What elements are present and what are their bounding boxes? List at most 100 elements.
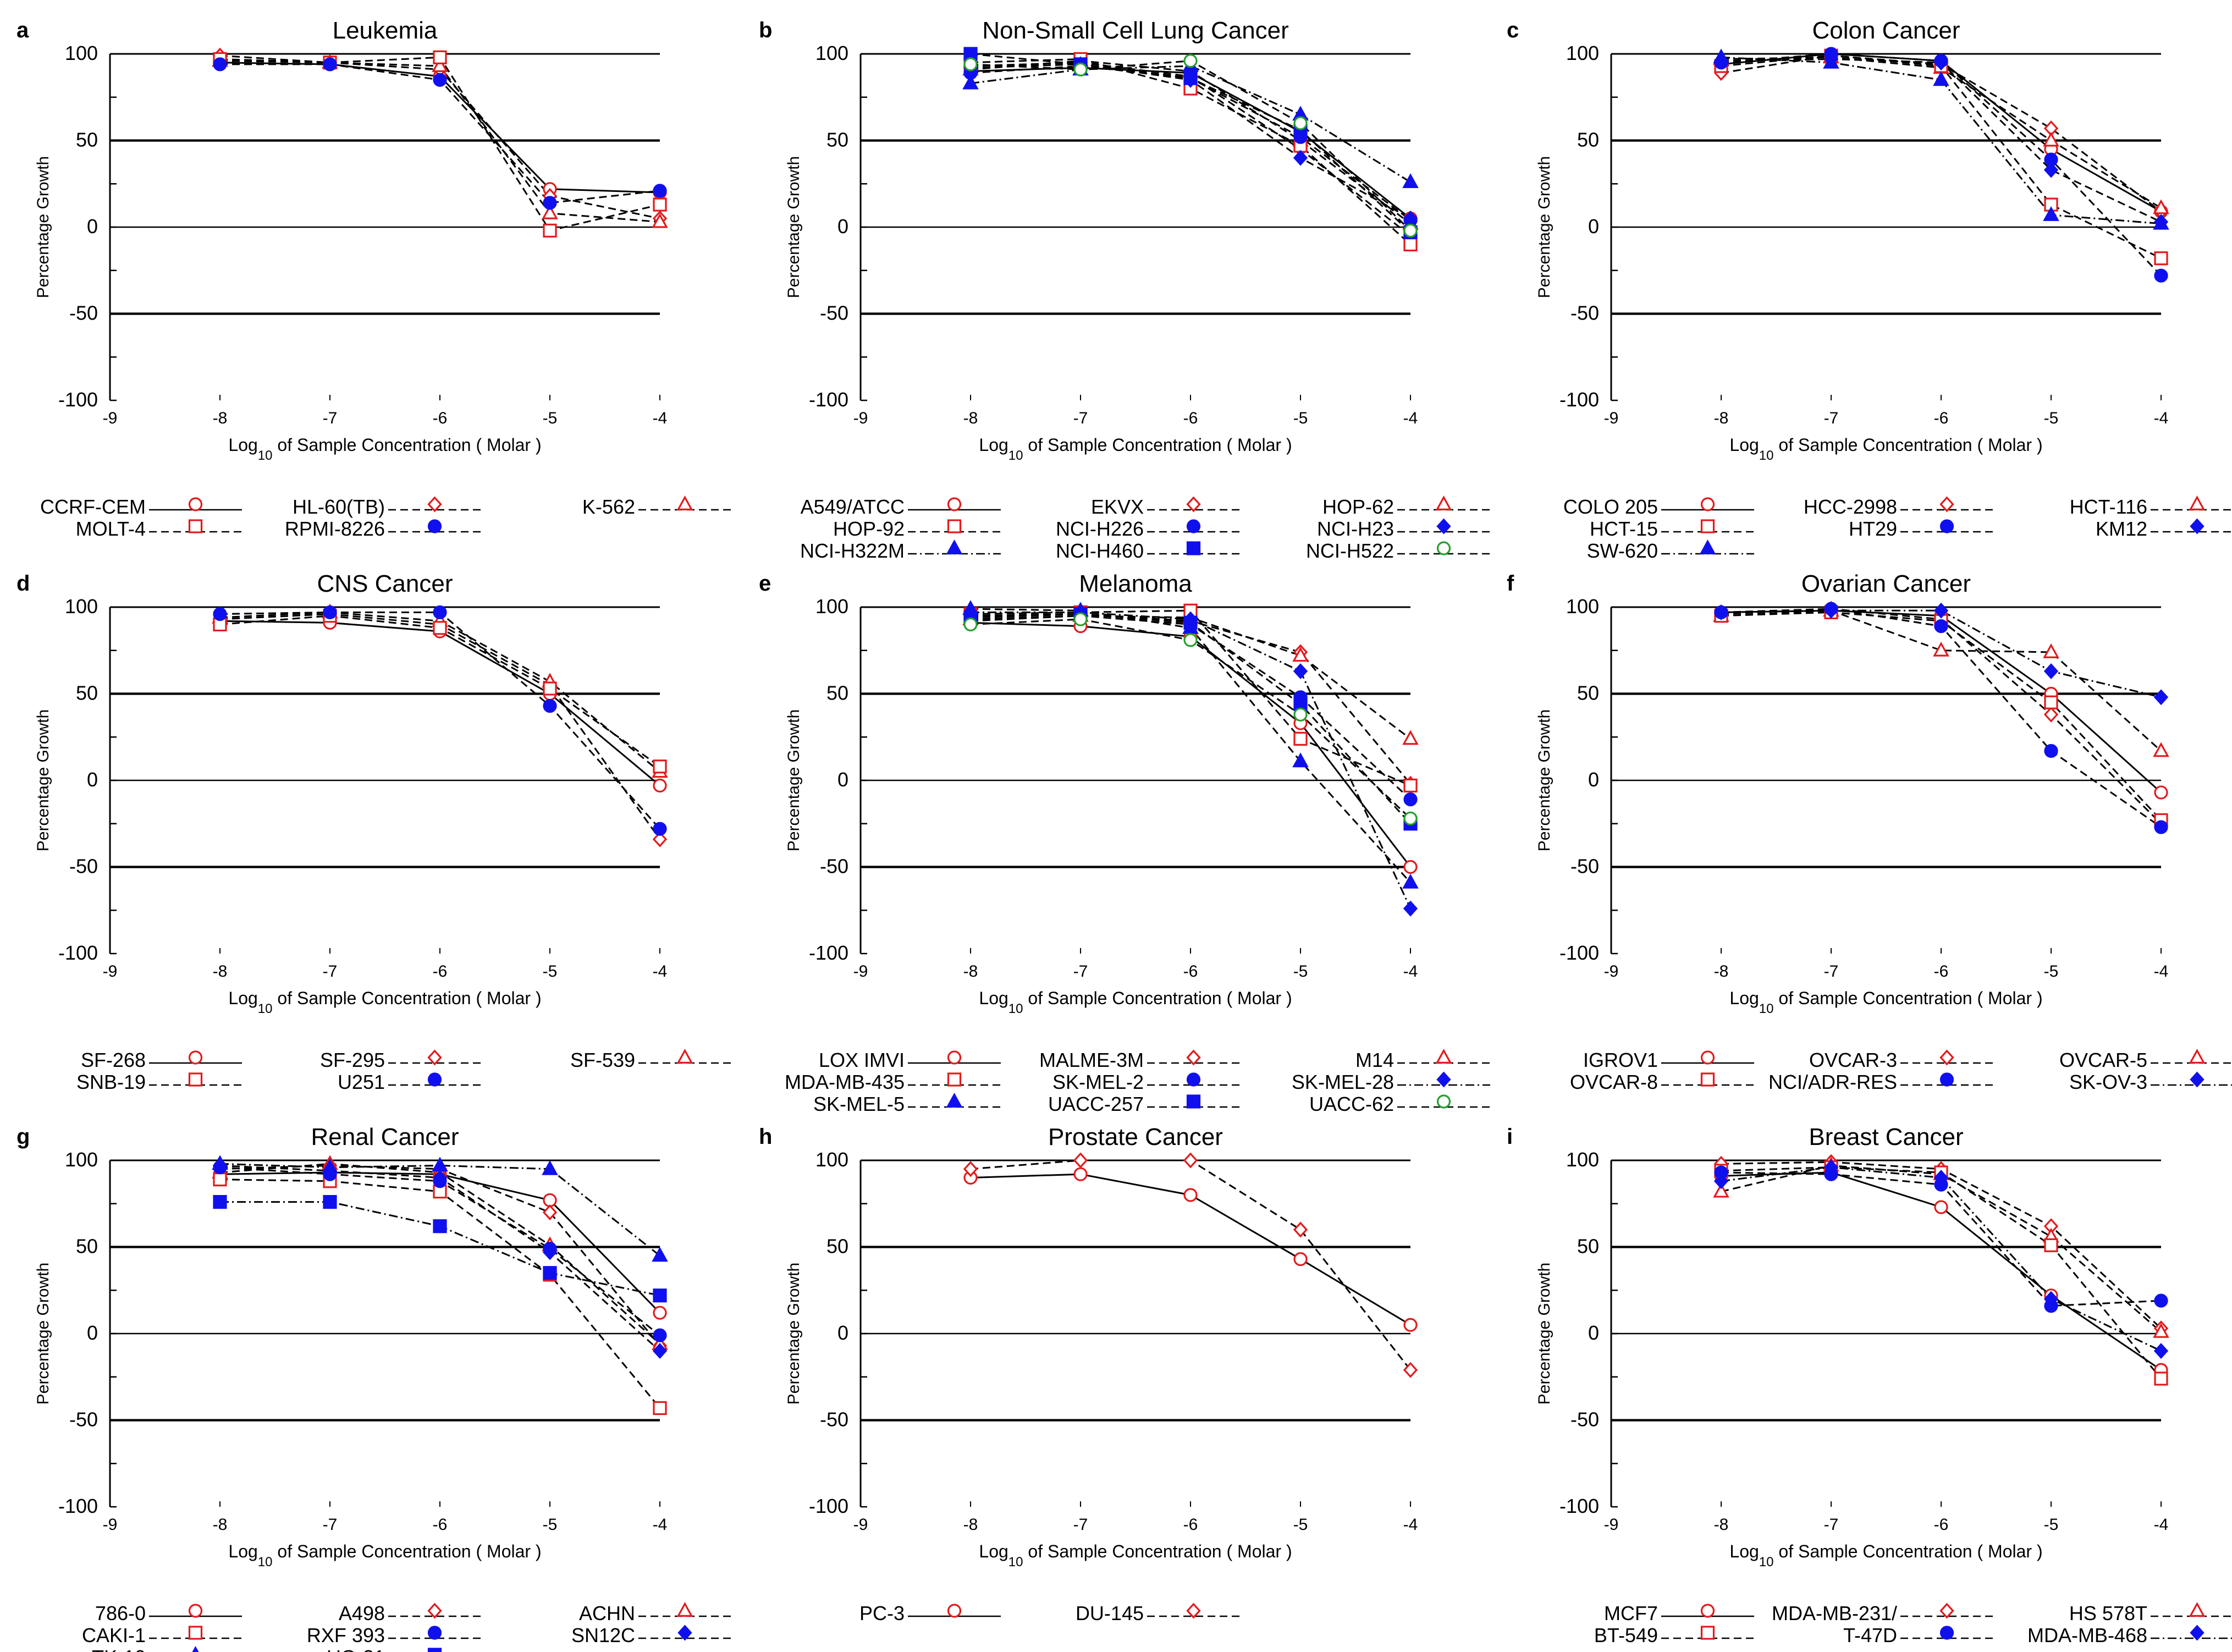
data-point — [432, 1157, 448, 1172]
legend-label: M14 — [1355, 1049, 1394, 1071]
series-line — [219, 1179, 661, 1409]
y-tick-label: -50 — [820, 1408, 848, 1431]
legend-marker — [946, 1093, 963, 1108]
data-point — [543, 681, 557, 696]
x-axis-label: Log10 of Sample Concentration ( Molar ) — [1729, 1541, 2042, 1570]
data-point — [2154, 820, 2168, 834]
x-tick-label: -6 — [1183, 409, 1198, 427]
legend-marker — [1939, 1072, 1954, 1087]
legend: PC-3 DU-145 — [859, 1602, 1240, 1625]
y-tick-label: -100 — [58, 388, 98, 411]
x-tick-label: -8 — [1714, 962, 1729, 981]
legend-marker — [947, 1050, 962, 1065]
data-point — [653, 759, 667, 774]
legend-marker — [676, 1602, 693, 1617]
y-axis-label: Percentage Growth — [34, 156, 52, 298]
data-point — [1183, 1152, 1198, 1169]
x-tick-label: -5 — [543, 409, 558, 427]
series-line — [970, 608, 1412, 883]
data-point — [1403, 223, 1418, 238]
x-tick-label: -7 — [1073, 1516, 1088, 1534]
y-tick-label: 100 — [65, 42, 98, 64]
data-point — [1933, 1170, 1949, 1186]
legend-label: OVCAR-8 — [1570, 1071, 1658, 1093]
series-line — [1721, 1171, 2162, 1307]
legend-label: NCI-H460 — [1056, 539, 1144, 562]
data-point — [2154, 1293, 2168, 1308]
x-tick-label: -5 — [2044, 1516, 2059, 1534]
legend-label: HT29 — [1849, 517, 1897, 540]
legend: CCRF-CEM HL-60(TB) K-562 MOLT-4 RPMI-8226 — [40, 495, 731, 540]
x-tick-label: -9 — [103, 409, 118, 427]
panel-letter: i — [1507, 1125, 1513, 1149]
legend-label: K-562 — [582, 495, 635, 518]
x-tick-label: -7 — [1824, 962, 1839, 981]
legend-marker — [1436, 1094, 1451, 1109]
x-tick-label: -4 — [2154, 1516, 2169, 1534]
legend-label: SW-620 — [1587, 539, 1658, 562]
legend: IGROV1 OVCAR-3 OVCAR-5 OVCAR-8 NCI/ADR-RES SK… — [1570, 1049, 2232, 1093]
x-tick-label: -8 — [963, 962, 978, 981]
data-point — [653, 1306, 667, 1320]
data-point — [1713, 48, 1729, 64]
data-point — [1933, 71, 1949, 86]
series-line — [1721, 56, 2162, 225]
data-point — [1073, 612, 1088, 626]
y-axis-label: Percentage Growth — [785, 156, 803, 298]
y-tick-label: 0 — [87, 215, 98, 238]
legend-marker — [188, 497, 203, 511]
y-tick-label: 100 — [1566, 42, 1599, 64]
data-point — [1403, 778, 1418, 793]
legend-marker — [1186, 1094, 1201, 1109]
panel-a: a Leukemia -9 -8 -7 -6 -5 -4 100 50 0 -50 -100 Percen… — [16, 17, 731, 540]
y-axis-label: Percentage Growth — [34, 709, 52, 851]
data-point — [1403, 860, 1418, 874]
legend-label: SNB-19 — [76, 1071, 146, 1093]
x-tick-label: -6 — [1183, 962, 1198, 981]
data-point — [433, 73, 447, 87]
legend-label: MOLT-4 — [76, 517, 146, 540]
x-axis-label: Log10 of Sample Concentration ( Molar ) — [1729, 435, 2042, 463]
legend-label: MALME-3M — [1039, 1049, 1144, 1071]
legend-marker — [1436, 1071, 1451, 1088]
data-point — [1183, 615, 1198, 630]
legend-marker — [1700, 1072, 1715, 1087]
y-tick-label: 100 — [815, 1148, 848, 1171]
y-axis-label: Percentage Growth — [1535, 156, 1553, 298]
data-point — [1402, 173, 1419, 189]
legend-marker — [427, 1072, 442, 1087]
legend-marker — [1939, 1626, 1954, 1640]
legend-marker — [1436, 518, 1451, 535]
data-point — [1713, 604, 1729, 620]
data-point — [962, 74, 979, 90]
panel-title: Non-Small Cell Lung Cancer — [982, 17, 1289, 44]
x-tick-label: -5 — [1293, 1516, 1308, 1534]
data-point — [542, 1160, 558, 1175]
data-point — [543, 698, 557, 713]
legend: A549/ATCC EKVX HOP-62 HOP-92 NCI-H226 NCI-H23… — [800, 495, 1490, 562]
y-tick-label: 0 — [87, 768, 98, 791]
data-point — [2043, 1291, 2059, 1307]
data-point — [432, 1170, 448, 1186]
legend-marker — [946, 539, 963, 554]
legend-label: RXF 393 — [307, 1624, 385, 1647]
x-axis-label: Log10 of Sample Concentration ( Molar ) — [1729, 988, 2042, 1016]
legend-label: NCI-H226 — [1056, 517, 1144, 540]
legend-marker — [2189, 1602, 2206, 1617]
y-tick-label: 0 — [837, 1321, 848, 1344]
data-point — [2153, 1343, 2169, 1359]
series-line — [219, 1163, 660, 1257]
data-point — [2043, 206, 2059, 221]
legend-label: UACC-62 — [1309, 1093, 1394, 1115]
legend-label: NCI-H522 — [1306, 539, 1394, 562]
legend-label: UACC-257 — [1048, 1093, 1144, 1115]
x-tick-label: -4 — [1403, 962, 1418, 981]
panel-letter: h — [759, 1125, 772, 1149]
data-point — [543, 1266, 557, 1280]
y-tick-label: 0 — [87, 1321, 98, 1344]
y-tick-label: -100 — [58, 1495, 98, 1517]
x-axis-label: Log10 of Sample Concentration ( Molar ) — [228, 988, 541, 1016]
data-point — [1403, 900, 1418, 917]
legend-marker — [188, 1626, 203, 1640]
panel-title: Breast Cancer — [1809, 1124, 1963, 1150]
